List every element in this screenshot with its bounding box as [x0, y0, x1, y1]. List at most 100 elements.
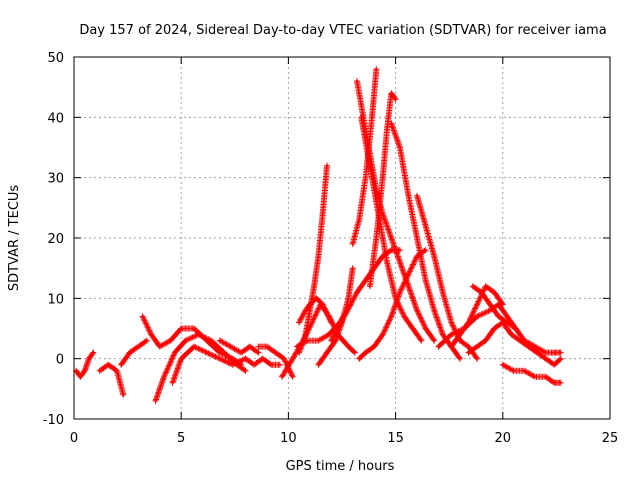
data-point — [398, 248, 402, 252]
data-point — [381, 333, 384, 336]
data-point — [559, 351, 562, 354]
data-point — [145, 339, 149, 342]
x-tick-label: 5 — [177, 431, 185, 446]
data-point — [162, 375, 166, 378]
data-point — [424, 327, 427, 330]
data-point — [385, 260, 389, 264]
series-track-25 — [465, 319, 564, 368]
data-point — [154, 399, 157, 403]
data-point — [355, 79, 359, 83]
data-point — [115, 369, 119, 372]
data-point — [265, 345, 269, 348]
x-tick-label: 15 — [387, 431, 404, 446]
x-axis-label: GPS time / hours — [286, 459, 395, 474]
data-point — [523, 369, 526, 372]
series-track-5 — [152, 331, 249, 404]
data-point — [308, 303, 311, 306]
series-track-1 — [73, 349, 97, 380]
data-point — [467, 321, 470, 324]
data-point — [169, 339, 172, 342]
y-tick-label: 50 — [47, 51, 64, 66]
data-point — [158, 345, 161, 348]
data-point — [458, 333, 462, 336]
data-point — [415, 309, 419, 312]
data-point — [484, 285, 487, 288]
series-track-8 — [242, 355, 283, 368]
data-series — [73, 66, 564, 404]
data-point — [381, 176, 384, 179]
data-point — [184, 339, 187, 342]
data-point — [390, 248, 393, 252]
data-point — [218, 339, 221, 342]
data-point — [544, 357, 547, 360]
y-tick-label: -10 — [43, 413, 64, 428]
data-point — [458, 339, 462, 342]
data-point — [308, 309, 311, 312]
data-point — [450, 321, 453, 324]
data-point — [407, 285, 410, 288]
data-point — [334, 339, 337, 342]
x-tick-label: 25 — [602, 431, 619, 446]
data-point — [79, 375, 82, 378]
series-track-2 — [96, 361, 127, 398]
data-point — [493, 327, 496, 330]
data-point — [128, 351, 131, 354]
data-point — [398, 291, 402, 294]
data-point — [501, 303, 504, 306]
data-point — [407, 194, 410, 197]
data-point — [358, 357, 361, 360]
data-point — [83, 369, 86, 372]
data-point — [497, 303, 500, 306]
y-tick-label: 0 — [56, 353, 64, 368]
data-point — [441, 291, 444, 294]
data-point — [505, 315, 509, 318]
data-point — [274, 351, 277, 354]
data-point — [368, 285, 372, 288]
series-track-20 — [356, 247, 429, 362]
data-point — [304, 333, 307, 336]
data-point — [197, 333, 200, 336]
data-point — [381, 212, 384, 216]
data-point — [240, 351, 243, 354]
data-point — [330, 321, 333, 324]
data-point — [559, 381, 562, 384]
data-point — [424, 248, 427, 252]
data-point — [535, 351, 539, 354]
data-point — [310, 321, 314, 324]
data-point — [261, 357, 264, 360]
data-point — [433, 309, 436, 312]
data-point — [385, 128, 389, 131]
data-point — [415, 236, 419, 240]
data-point — [450, 333, 453, 336]
data-point — [222, 351, 226, 354]
data-point — [559, 357, 562, 360]
data-point — [349, 303, 352, 306]
series-track-22 — [414, 192, 481, 362]
data-point — [218, 357, 221, 360]
data-point — [330, 339, 333, 342]
data-point — [304, 309, 307, 312]
data-point — [518, 339, 522, 342]
data-point — [467, 351, 470, 354]
data-point — [364, 176, 367, 179]
data-point — [297, 351, 301, 354]
data-point — [450, 345, 453, 348]
data-point — [257, 351, 260, 354]
data-point — [173, 351, 176, 354]
data-point — [98, 369, 101, 372]
data-point — [252, 363, 256, 366]
data-point — [471, 285, 474, 288]
data-point — [291, 357, 294, 360]
data-point — [394, 98, 397, 101]
data-point — [351, 242, 354, 246]
data-point — [544, 375, 547, 378]
data-point — [312, 285, 316, 288]
data-point — [180, 357, 183, 360]
data-point — [514, 327, 517, 330]
data-point — [533, 345, 537, 348]
data-point — [544, 351, 547, 354]
data-point — [171, 381, 174, 384]
data-point — [433, 339, 436, 342]
y-axis-label: SDTVAR / TECUs — [7, 185, 22, 292]
series-track-24 — [448, 283, 506, 350]
